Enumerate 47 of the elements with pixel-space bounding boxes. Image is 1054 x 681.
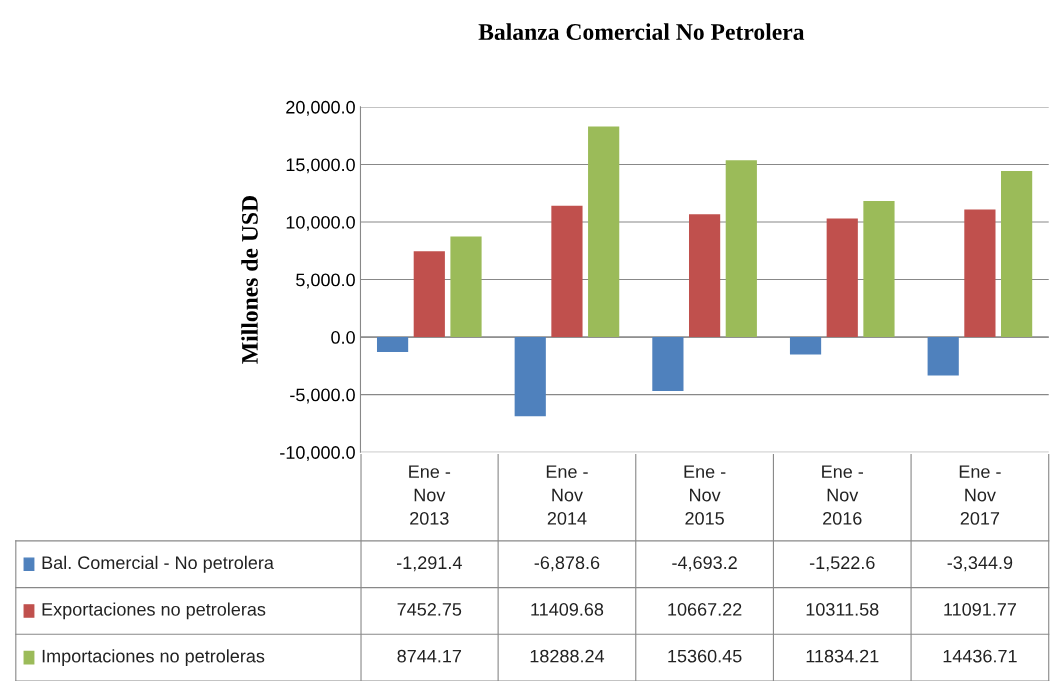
data-label: 11091.77	[944, 603, 1016, 616]
legend-label: Bal. Comercial - No petrolera	[42, 555, 274, 573]
bar	[1001, 170, 1033, 338]
bar	[964, 209, 996, 338]
bar	[927, 337, 959, 376]
y-tick-label: 5,000.0	[296, 273, 355, 289]
data-label: 8744.17	[397, 649, 462, 663]
data-label: -1,291.4	[396, 556, 462, 572]
bar	[689, 214, 721, 338]
data-label: 10311.58	[806, 603, 879, 616]
bar	[863, 200, 895, 338]
y-tick-label: -10,000.0	[280, 446, 355, 462]
x-tick-label: Ene - Nov 2015	[684, 465, 726, 525]
y-tick-label: 20,000.0	[286, 100, 355, 116]
bar	[450, 236, 482, 338]
data-label: 11409.68	[531, 603, 604, 616]
data-label: 14436.71	[943, 649, 1017, 663]
y-tick-label: -5,000.0	[290, 388, 355, 404]
data-label: -1,522.6	[809, 556, 875, 572]
bar	[376, 337, 409, 352]
legend-label: Exportaciones no petroleras	[42, 602, 266, 620]
data-label: -6,878.6	[534, 556, 600, 572]
chart-title: Balanza Comercial No Petrolera	[478, 23, 805, 40]
bar	[826, 218, 858, 338]
data-label: -4,693.2	[672, 556, 737, 572]
y-axis-title: Millones de USD	[241, 196, 258, 364]
data-label: 7452.75	[397, 603, 462, 616]
x-tick-label: Ene - Nov 2016	[822, 465, 864, 525]
y-tick-label: 0.0	[331, 331, 355, 344]
data-label: 15360.45	[668, 649, 742, 663]
bar	[413, 251, 445, 338]
bar	[588, 126, 620, 338]
bar	[652, 337, 684, 392]
data-label: -3,344.9	[947, 556, 1013, 572]
data-label: 10667.22	[668, 603, 742, 616]
bar	[514, 337, 546, 417]
y-tick-label: 10,000.0	[286, 215, 355, 231]
data-label: 11834.21	[806, 649, 879, 663]
x-tick-label: Ene - Nov 2013	[409, 465, 451, 525]
bar	[551, 205, 583, 338]
legend-label: Importaciones no petroleras	[42, 649, 265, 667]
bar	[725, 160, 757, 338]
y-tick-label: 15,000.0	[286, 158, 355, 174]
data-label: 18288.24	[530, 649, 605, 663]
x-tick-label: Ene - Nov 2017	[959, 465, 1001, 525]
bar	[789, 337, 822, 355]
x-tick-label: Ene - Nov 2014	[546, 465, 588, 525]
